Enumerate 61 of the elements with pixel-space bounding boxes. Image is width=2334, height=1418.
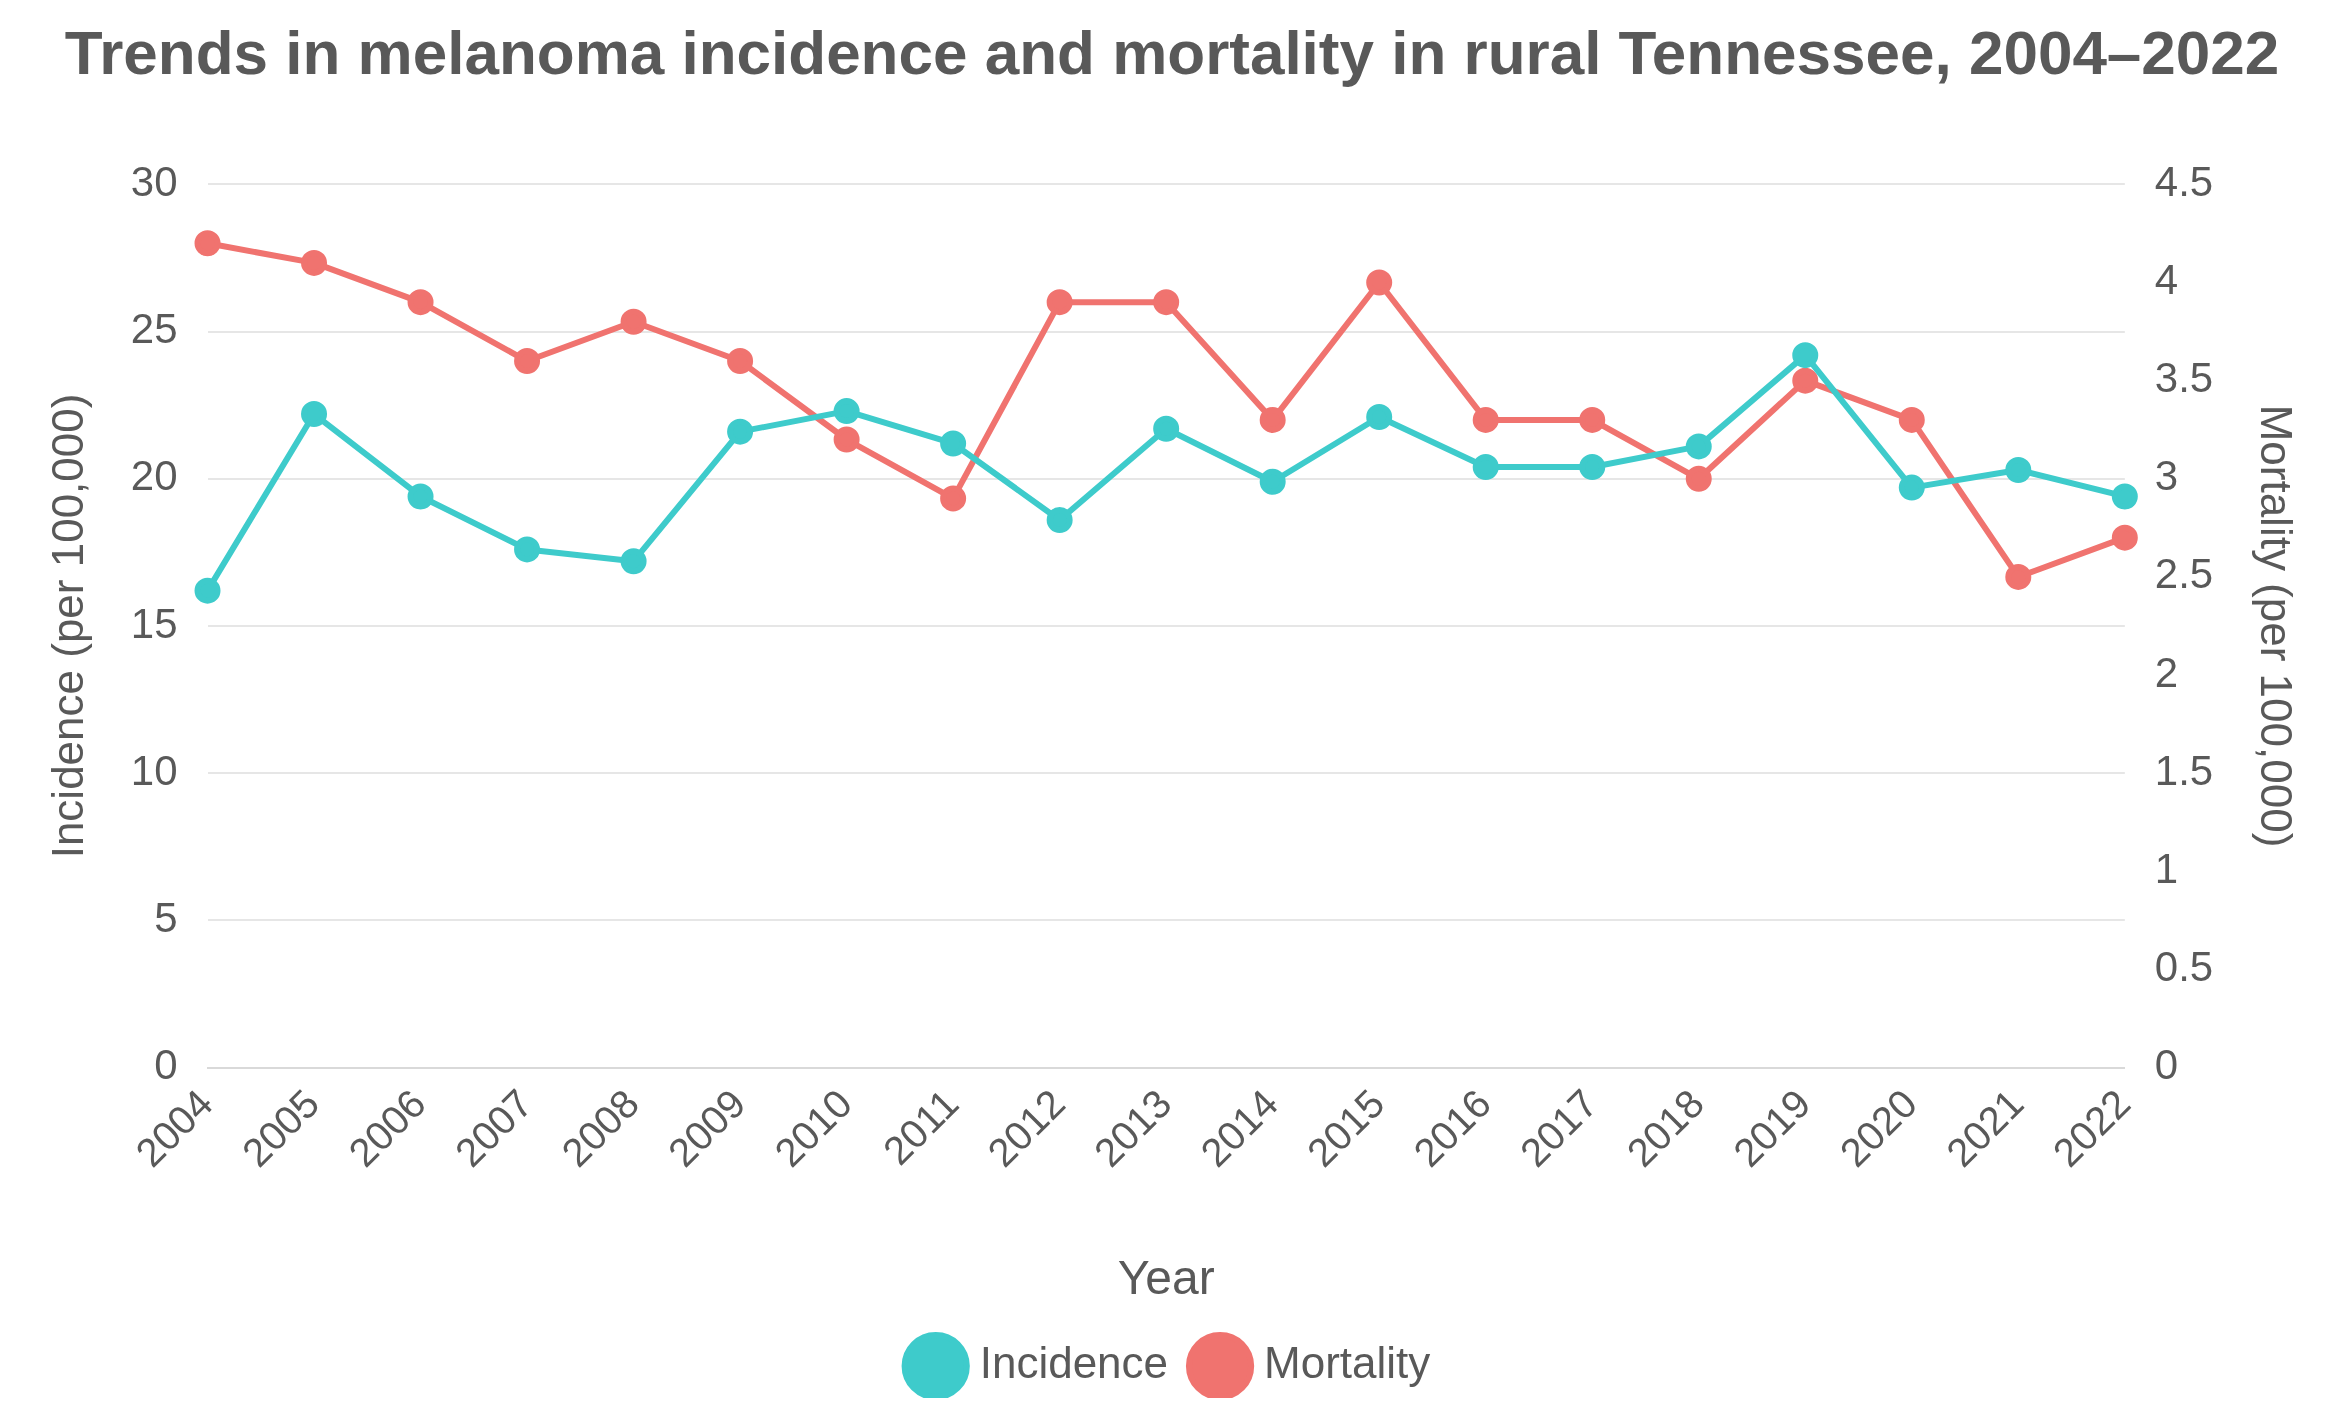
y2-tick-label: 4.5 xyxy=(2154,157,2214,205)
legend-label: Incidence xyxy=(979,1338,1169,1388)
y2-tick-label: 2.5 xyxy=(2154,550,2214,598)
point xyxy=(1898,474,1925,501)
point xyxy=(1792,342,1819,369)
y2-tick-label: 3 xyxy=(2154,452,2179,500)
point xyxy=(1153,289,1180,316)
y-tick-label: 5 xyxy=(154,893,178,941)
point xyxy=(301,249,328,276)
y-tick-label: 0 xyxy=(154,1041,178,1089)
point xyxy=(1153,415,1180,442)
point xyxy=(301,401,328,428)
chart-title: Trends in melanoma incidence and mortality in rural Tennessee, 2004–2022 xyxy=(64,18,2280,88)
y2-axis-title: Mortality (per 100,000) xyxy=(2252,404,2302,848)
point xyxy=(1792,367,1819,394)
point xyxy=(1685,465,1712,492)
point xyxy=(1259,406,1286,433)
point xyxy=(1579,406,1606,433)
point xyxy=(1366,403,1393,430)
point xyxy=(833,426,860,453)
y-tick-label: 20 xyxy=(130,452,178,500)
y2-tick-label: 1 xyxy=(2154,844,2179,892)
legend-label: Mortality xyxy=(1264,1338,1431,1388)
point xyxy=(620,548,647,575)
point xyxy=(2005,456,2032,483)
point xyxy=(1046,289,1073,316)
y2-tick-label: 2 xyxy=(2154,648,2179,696)
point xyxy=(407,289,434,316)
point xyxy=(1046,506,1073,533)
point xyxy=(1579,454,1606,480)
point xyxy=(940,485,967,512)
point xyxy=(1259,468,1286,495)
point xyxy=(514,348,541,375)
y2-tick-label: 4 xyxy=(2154,256,2179,304)
x-axis-title: Year xyxy=(1117,1251,1215,1305)
point xyxy=(1472,454,1499,480)
y2-tick-label: 3.5 xyxy=(2154,354,2214,402)
point xyxy=(407,483,434,510)
y-axis-title: Incidence (per 100,000) xyxy=(42,393,92,859)
point xyxy=(727,418,754,445)
y2-tick-label: 0.5 xyxy=(2154,942,2214,990)
point xyxy=(1898,406,1925,433)
point xyxy=(514,536,541,563)
point xyxy=(194,230,221,257)
y-tick-label: 25 xyxy=(130,305,178,353)
y2-tick-label: 0 xyxy=(2154,1041,2179,1089)
point xyxy=(940,430,967,457)
y-tick-label: 10 xyxy=(130,746,178,794)
point xyxy=(1366,269,1393,296)
point xyxy=(2005,563,2032,590)
y2-tick-label: 1.5 xyxy=(2154,746,2214,794)
point xyxy=(2111,483,2138,510)
y-tick-label: 15 xyxy=(130,599,178,647)
point xyxy=(194,577,221,604)
point xyxy=(620,308,647,335)
point xyxy=(1685,433,1712,460)
y-tick-label: 30 xyxy=(130,157,178,205)
point xyxy=(727,348,754,375)
point xyxy=(1472,406,1499,433)
point xyxy=(833,398,860,425)
point xyxy=(2111,524,2138,551)
